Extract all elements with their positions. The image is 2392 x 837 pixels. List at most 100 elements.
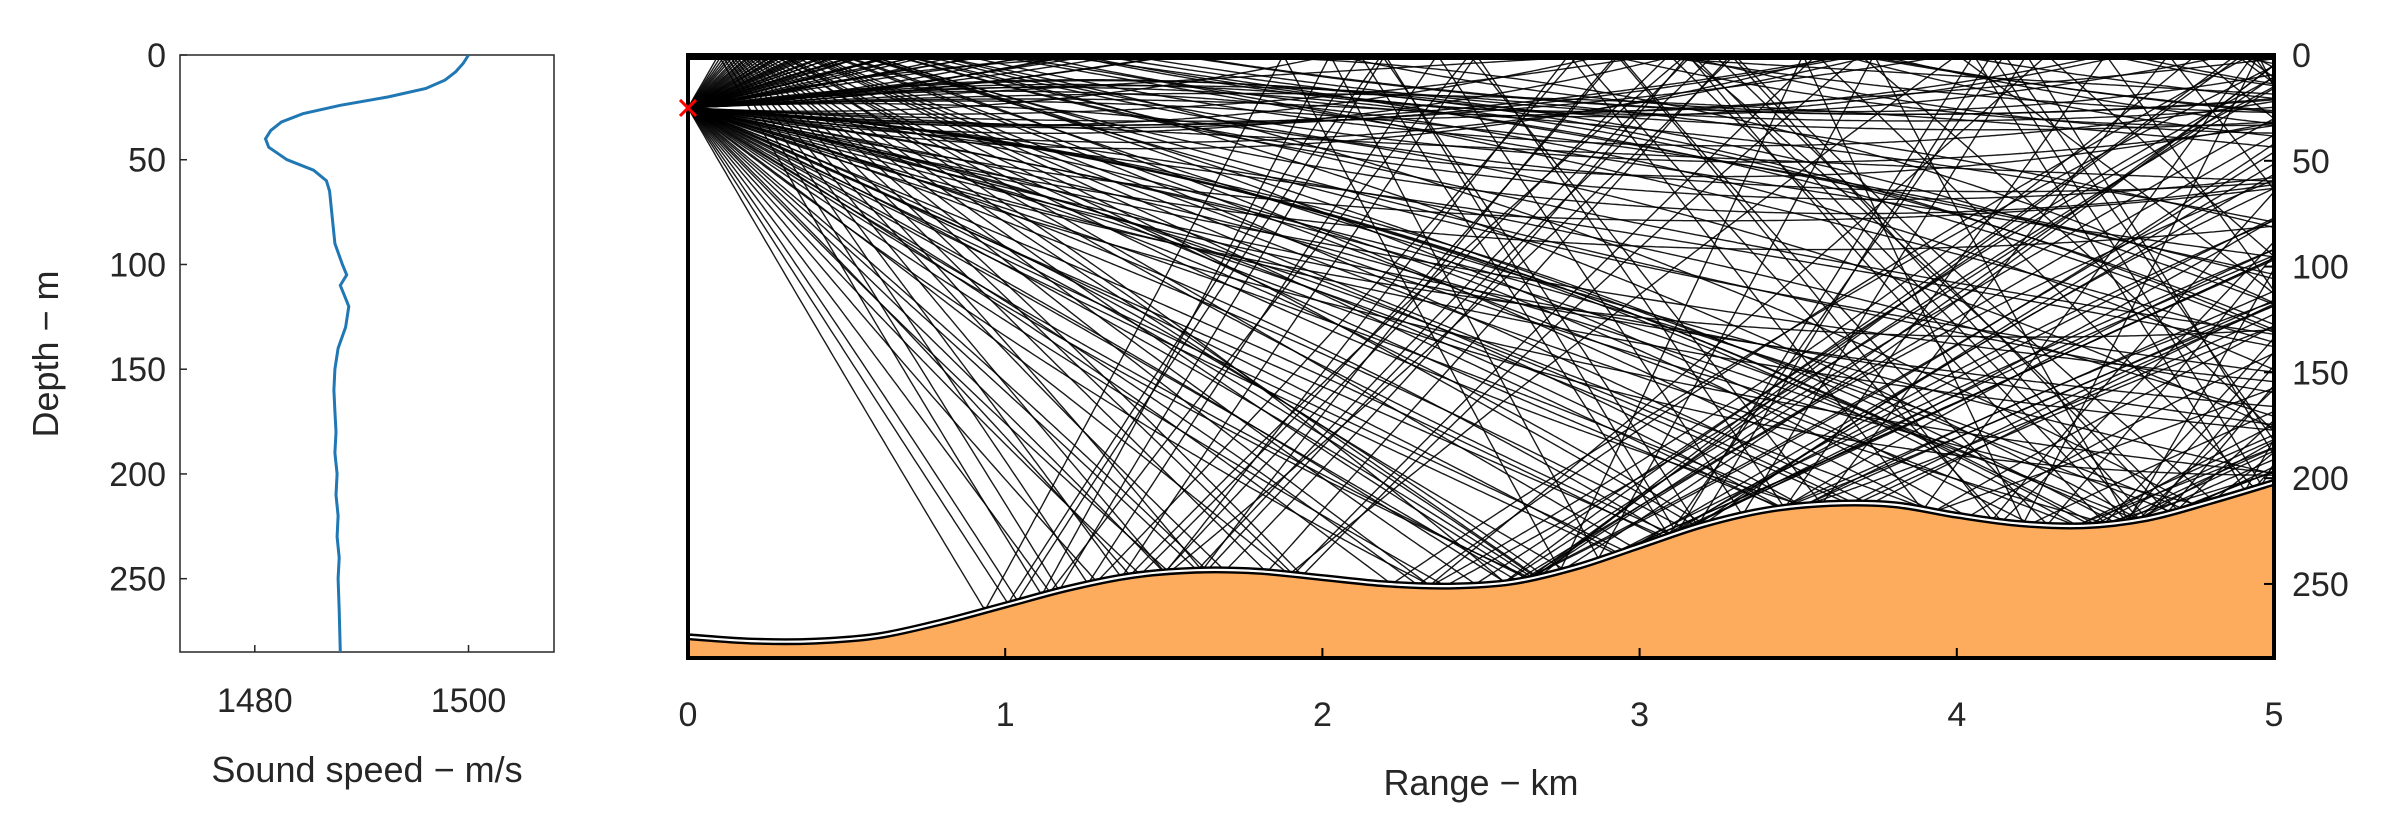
profile-y-tick-label: 50 bbox=[128, 142, 166, 180]
ray-path bbox=[688, 55, 2274, 126]
ray-path bbox=[688, 107, 2274, 505]
ray-path bbox=[688, 55, 2274, 113]
range-x-tick-label: 2 bbox=[1313, 696, 1332, 734]
ray-path bbox=[688, 76, 2274, 575]
ray-path bbox=[688, 55, 2274, 586]
ray-path bbox=[688, 107, 2274, 408]
ray-path bbox=[688, 55, 2274, 586]
profile-x-axis-label: Sound speed − m/s bbox=[211, 749, 522, 790]
ray-path bbox=[688, 55, 2274, 115]
profile-chart: 0 50 100 150 200 250 1480 1500 Sound speed − m… bbox=[25, 37, 555, 790]
ray-path bbox=[688, 55, 2274, 585]
ray-path bbox=[688, 55, 2274, 584]
ray-path bbox=[688, 55, 2274, 144]
ray-path bbox=[688, 107, 2274, 505]
profile-axes-box bbox=[179, 54, 555, 653]
ray-path bbox=[688, 107, 2274, 581]
sound-speed-profile-line bbox=[263, 55, 470, 652]
profile-y-tick-label: 100 bbox=[109, 246, 166, 284]
profile-x-tick-label: 1500 bbox=[431, 682, 507, 720]
ray-path bbox=[688, 75, 2274, 587]
ray-path bbox=[688, 107, 2274, 536]
ray-path bbox=[688, 55, 2274, 258]
profile-y-tick-label: 200 bbox=[109, 456, 166, 494]
depth-right-y-ticks: 0 50 100 150 200 250 bbox=[2264, 37, 2349, 604]
range-x-tick-label: 4 bbox=[1947, 696, 1966, 734]
profile-x-tick-label: 1480 bbox=[217, 682, 293, 720]
range-x-axis-label: Range − km bbox=[1383, 762, 1578, 803]
ray-path bbox=[688, 55, 2274, 593]
ray-path bbox=[688, 55, 2274, 475]
ray-path bbox=[688, 58, 2274, 122]
ray-path bbox=[688, 107, 2274, 182]
ray-path bbox=[688, 107, 2274, 474]
ray-path bbox=[688, 107, 2274, 525]
ray-path bbox=[688, 107, 2274, 578]
source-marker bbox=[678, 98, 698, 117]
range-x-tick-label: 1 bbox=[996, 696, 1015, 734]
ray-path bbox=[688, 55, 2274, 609]
ray-path bbox=[688, 107, 2274, 251]
ray-path bbox=[688, 87, 2274, 578]
ray-path bbox=[688, 84, 2274, 229]
ray-path bbox=[688, 55, 2274, 115]
ray-path bbox=[688, 56, 2274, 575]
profile-y-tick-label: 250 bbox=[109, 561, 166, 599]
ray-path bbox=[688, 107, 2274, 507]
ray-paths bbox=[688, 55, 2274, 609]
range-x-tick-label: 0 bbox=[679, 696, 698, 734]
ray-path bbox=[688, 55, 2274, 127]
ray-path bbox=[688, 55, 2274, 573]
depth-right-y-tick-label: 0 bbox=[2292, 37, 2311, 75]
depth-right-y-tick-label: 50 bbox=[2292, 143, 2330, 181]
ray-path bbox=[688, 107, 2274, 583]
ray-path bbox=[688, 107, 2274, 554]
ray-path bbox=[688, 107, 2274, 507]
depth-right-y-tick-label: 150 bbox=[2292, 354, 2349, 392]
ray-path bbox=[688, 55, 2274, 570]
ray-path bbox=[688, 107, 2274, 383]
profile-y-ticks: 0 50 100 150 200 250 bbox=[109, 37, 187, 599]
ray-path bbox=[688, 55, 2274, 476]
source-marker-stroke bbox=[678, 98, 698, 117]
ray-path bbox=[688, 107, 2274, 517]
depth-right-y-tick-label: 100 bbox=[2292, 249, 2349, 287]
ray-path bbox=[688, 107, 2274, 510]
ray-path bbox=[688, 55, 2274, 122]
ray-path bbox=[688, 55, 2274, 574]
ray-path bbox=[688, 55, 2274, 524]
ray-path bbox=[688, 55, 2274, 574]
ray-path bbox=[688, 55, 2274, 571]
ray-path bbox=[688, 55, 2274, 606]
ray-path bbox=[688, 55, 2274, 135]
range-x-tick-label: 5 bbox=[2265, 696, 2284, 734]
range-x-tick-label: 3 bbox=[1630, 696, 1649, 734]
ray-path bbox=[688, 55, 2274, 603]
ray-path bbox=[688, 55, 2274, 570]
ray-trace-chart: 0 1 2 3 4 5 0 50 100 150 200 250 Range − km bbox=[679, 37, 2349, 803]
profile-x-ticks: 1480 1500 bbox=[217, 645, 506, 720]
ray-path bbox=[688, 55, 2274, 506]
range-x-ticks: 0 1 2 3 4 5 bbox=[679, 648, 2284, 734]
ray-path bbox=[688, 107, 2274, 222]
profile-y-axis-label: Depth − m bbox=[25, 270, 66, 437]
ray-path bbox=[688, 55, 2274, 118]
ray-path bbox=[688, 55, 2274, 575]
ray-path bbox=[688, 86, 2274, 334]
ray-path bbox=[688, 55, 2274, 528]
depth-right-y-tick-label: 250 bbox=[2292, 566, 2349, 604]
seafloor-outline-inner bbox=[688, 481, 2274, 643]
ray-path bbox=[688, 55, 2274, 570]
ray-path bbox=[688, 55, 2274, 577]
ray-path bbox=[688, 102, 2274, 430]
ray-path bbox=[688, 55, 2274, 109]
depth-right-y-tick-label: 200 bbox=[2292, 460, 2349, 498]
ray-path bbox=[688, 107, 2274, 426]
seafloor-fill bbox=[688, 482, 2274, 658]
ray-path bbox=[688, 98, 2274, 223]
profile-y-tick-label: 150 bbox=[109, 351, 166, 389]
ray-path bbox=[688, 55, 2274, 304]
ray-path bbox=[688, 100, 2274, 280]
profile-y-tick-label: 0 bbox=[147, 37, 166, 75]
